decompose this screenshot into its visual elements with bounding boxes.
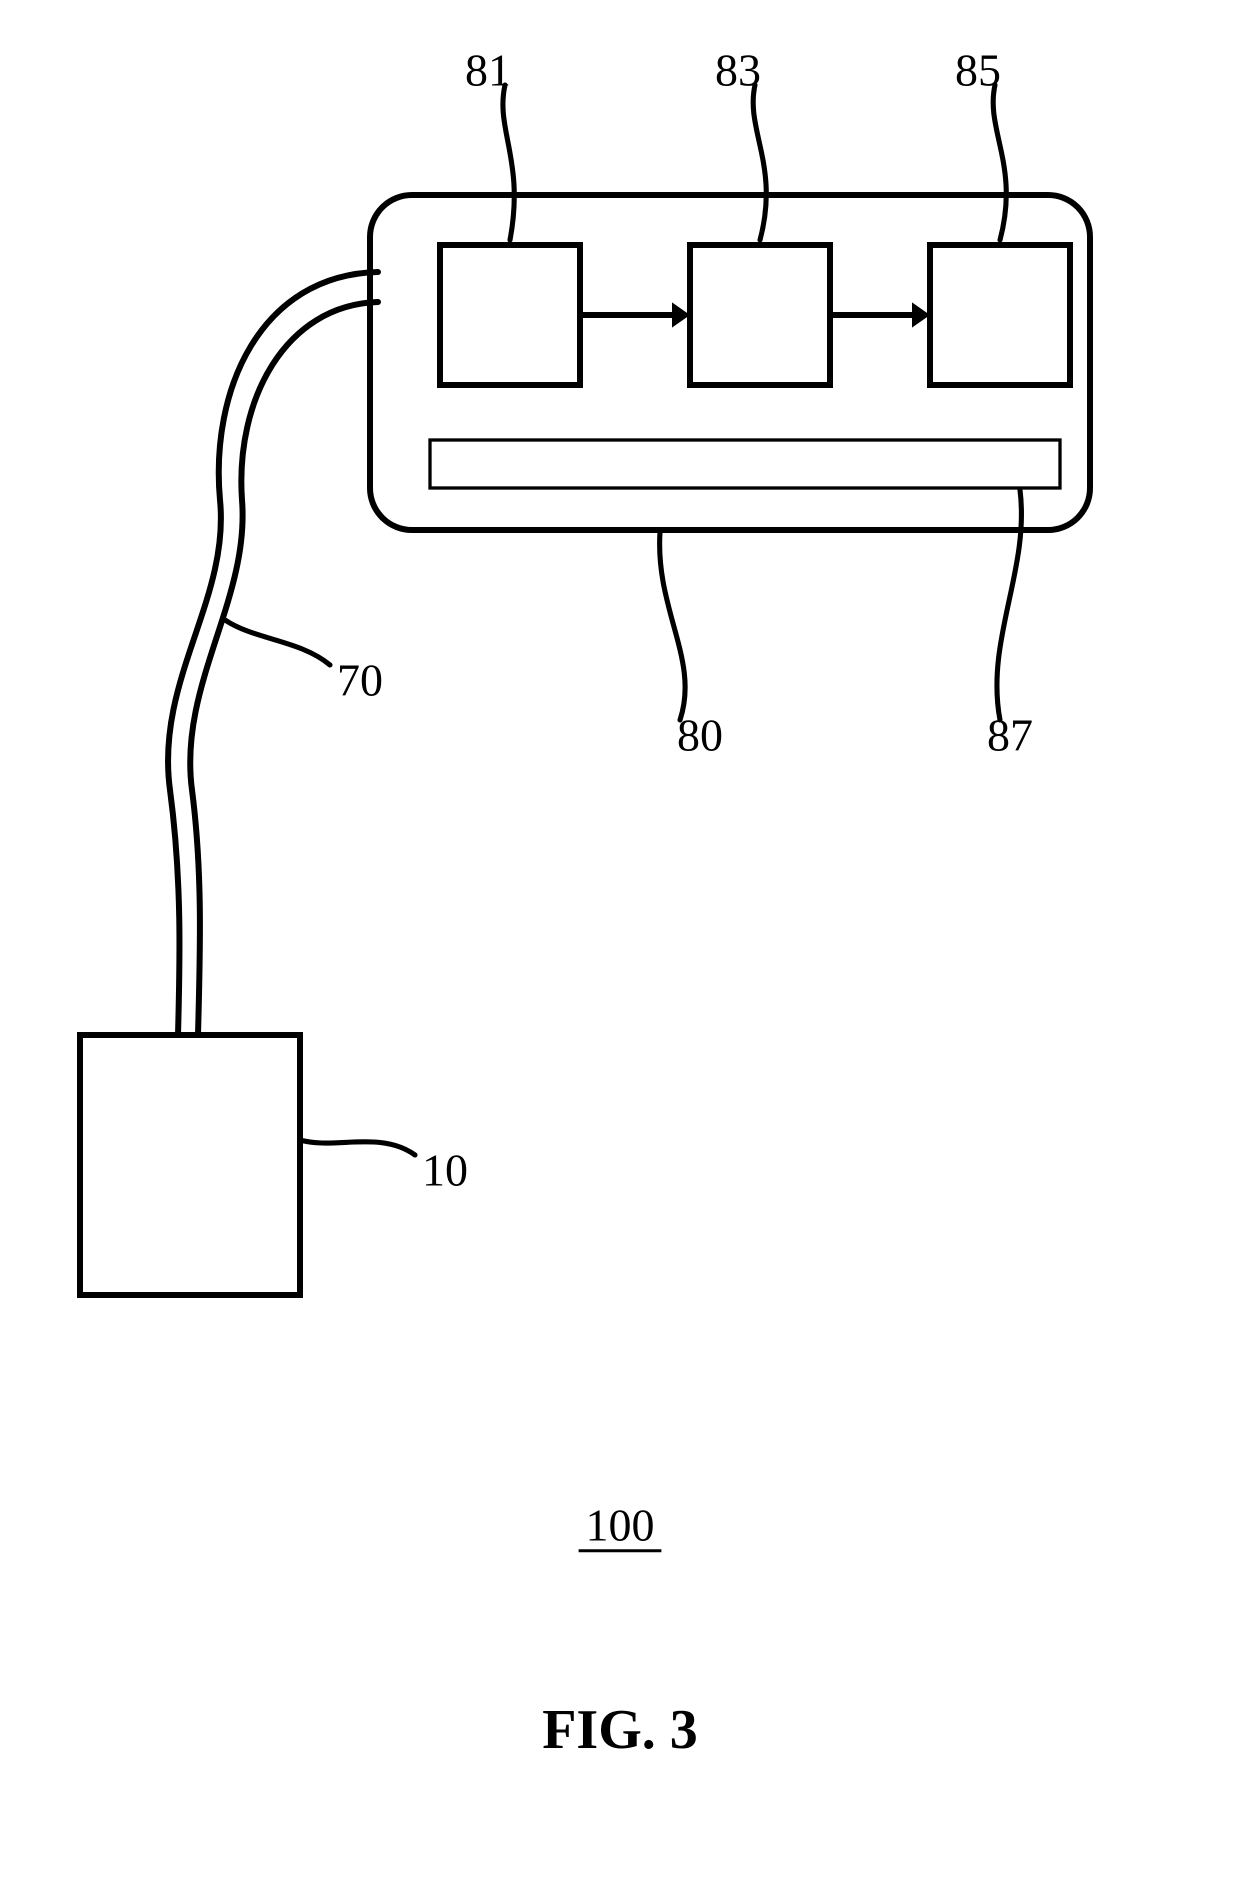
label-80: 80 [677, 710, 723, 761]
label-81: 81 [465, 45, 511, 96]
block-85 [930, 245, 1070, 385]
assembly-label: 100 [586, 1500, 655, 1551]
leader-80 [660, 532, 686, 720]
label-87: 87 [987, 710, 1033, 761]
bar-87 [430, 440, 1060, 488]
box-10 [80, 1035, 300, 1295]
leader-87 [997, 490, 1022, 720]
leader-10 [300, 1140, 415, 1155]
block-81 [440, 245, 580, 385]
leader-81 [503, 85, 514, 240]
leader-85 [993, 85, 1006, 240]
block-83 [690, 245, 830, 385]
label-10: 10 [422, 1145, 468, 1196]
label-83: 83 [715, 45, 761, 96]
label-85: 85 [955, 45, 1001, 96]
label-70: 70 [337, 655, 383, 706]
leader-70 [225, 620, 330, 665]
leader-83 [753, 85, 766, 240]
figure-label: FIG. 3 [542, 1699, 698, 1761]
